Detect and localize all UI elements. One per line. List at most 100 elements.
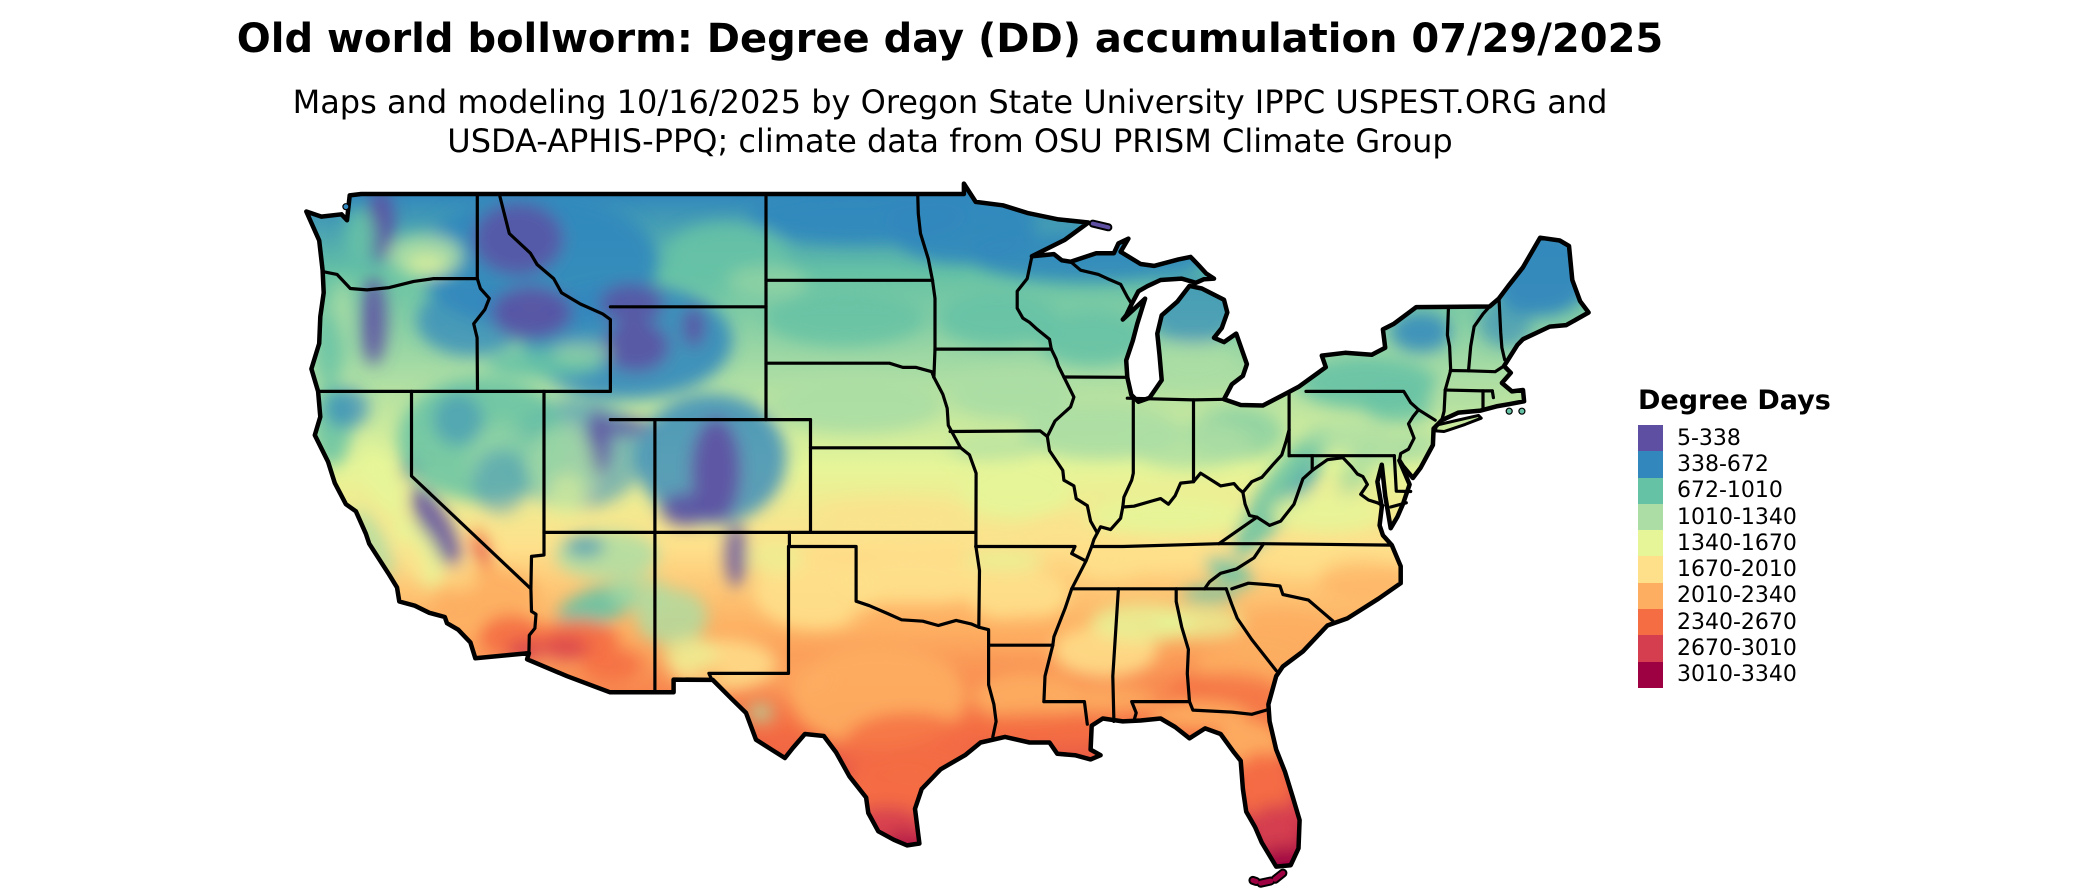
dd-color-blob	[887, 752, 968, 781]
island-speck	[342, 203, 350, 211]
dd-color-blob	[360, 276, 387, 365]
dd-color-blob	[1479, 299, 1532, 348]
key-island	[1272, 870, 1286, 882]
dd-color-blob	[581, 649, 642, 681]
legend-item: 1010-1340	[1638, 503, 1831, 531]
state-border	[932, 375, 982, 629]
dd-color-blob	[1232, 752, 1293, 821]
state-border	[764, 361, 936, 379]
state-border	[930, 278, 937, 379]
state-border	[707, 544, 791, 681]
dd-color-blob	[1317, 560, 1408, 601]
dd-color-blob	[398, 536, 429, 579]
state-border	[1466, 304, 1492, 373]
legend-item: 2010-2340	[1638, 582, 1831, 610]
dd-color-blob	[1153, 606, 1244, 639]
dd-color-blob	[362, 446, 403, 517]
subtitle-line-2: USDA-APHIS-PPQ; climate data from OSU PR…	[447, 122, 1453, 160]
legend-swatch	[1638, 477, 1663, 504]
island-speck	[1518, 407, 1526, 415]
state-border	[1042, 700, 1089, 726]
state-border	[1490, 389, 1495, 400]
dd-color-blob	[1047, 684, 1158, 713]
us-coastline	[304, 181, 1591, 869]
state-border	[1069, 260, 1134, 306]
dd-color-blob	[407, 253, 447, 276]
dd-color-blob	[836, 550, 987, 605]
dd-color-blob	[549, 473, 586, 518]
legend-item: 1340-1670	[1638, 530, 1831, 557]
dd-color-blob	[682, 306, 705, 347]
dd-color-blob	[972, 712, 1113, 742]
dd-color-blob	[345, 208, 376, 265]
dd-color-blob	[1233, 427, 1329, 558]
dd-color-blob	[948, 433, 1039, 462]
state-border	[787, 530, 991, 647]
dd-color-blob	[725, 523, 747, 587]
state-border	[1497, 296, 1507, 362]
island-speck	[1505, 407, 1513, 415]
dd-color-blob	[555, 531, 660, 579]
dd-color-blob	[325, 388, 369, 429]
long-island-outline	[1434, 413, 1483, 433]
state-border	[916, 192, 935, 282]
state-border	[974, 544, 1087, 563]
state-border	[1203, 542, 1266, 591]
legend-range-label: 1340-1670	[1677, 530, 1797, 556]
legend-item: 1670-2010	[1638, 556, 1831, 583]
dd-color-blob	[692, 418, 740, 523]
legend-range-label: 2010-2340	[1677, 583, 1797, 609]
legend-swatch	[1638, 635, 1663, 662]
dd-color-blob	[475, 540, 486, 564]
legend-swatch	[1638, 609, 1663, 636]
state-border	[1241, 428, 1291, 494]
dd-color-blob	[1148, 700, 1249, 731]
dd-color-blob	[1149, 344, 1239, 388]
dd-color-blob	[962, 548, 1043, 573]
state-border	[1217, 490, 1259, 546]
dd-color-blob	[765, 290, 925, 347]
dd-color-blob	[660, 493, 709, 526]
legend-item: 3010-3340	[1638, 661, 1831, 688]
state-border	[472, 277, 491, 393]
dd-color-blob	[1272, 492, 1383, 533]
legend-item: 338-672	[1638, 451, 1831, 478]
dd-color-blob	[951, 370, 1072, 419]
dd-color-blob	[938, 290, 1059, 347]
dd-color-blob	[552, 341, 613, 362]
degree-day-raster	[306, 183, 1589, 867]
legend-range-label: 2670-3010	[1677, 636, 1797, 662]
state-border	[1416, 408, 1437, 422]
legend-item: 2340-2670	[1638, 609, 1831, 636]
state-border	[1448, 365, 1505, 374]
dd-color-blob	[661, 636, 718, 671]
dd-color-blob	[540, 636, 589, 660]
dd-color-blob	[1129, 421, 1250, 469]
isle-royale	[1090, 221, 1111, 230]
legend-swatch	[1638, 661, 1663, 688]
state-border	[1121, 471, 1245, 509]
state-border	[409, 389, 538, 655]
dd-color-blob	[599, 284, 664, 324]
state-border	[1015, 254, 1053, 351]
dd-color-blob	[813, 497, 974, 528]
state-border	[321, 270, 479, 292]
state-border	[1304, 389, 1421, 463]
dd-color-blob	[472, 449, 529, 514]
legend-swatch	[1638, 582, 1663, 610]
legend-swatch	[1638, 451, 1663, 478]
state-border	[948, 429, 1049, 439]
legend-swatch	[1638, 556, 1663, 583]
dd-color-blob	[410, 486, 461, 568]
state-border	[1230, 581, 1335, 623]
dd-color-blob	[985, 615, 1070, 648]
dd-color-blob	[635, 589, 708, 645]
state-border	[497, 192, 612, 393]
state-border	[1310, 456, 1385, 508]
dd-color-blob	[1390, 312, 1451, 353]
legend-range-label: 672-1010	[1677, 478, 1783, 504]
page-title: Old world bollworm: Degree day (DD) accu…	[236, 16, 1664, 62]
state-border	[529, 389, 546, 591]
legend-swatch	[1638, 530, 1663, 557]
